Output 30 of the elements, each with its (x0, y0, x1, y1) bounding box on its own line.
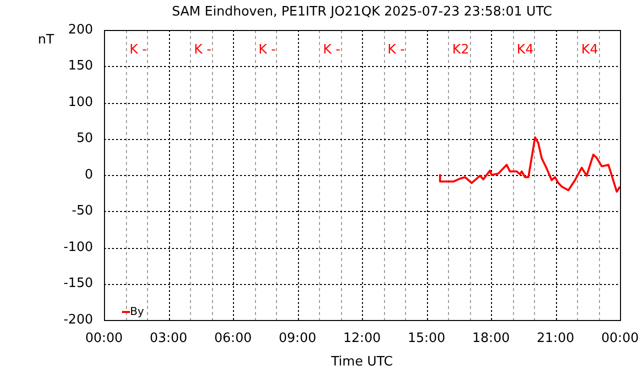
annotation: K - (323, 42, 341, 58)
x-tick-label: 03:00 (150, 331, 188, 346)
y-tick-label: -150 (63, 276, 93, 292)
annotation: K4 (581, 42, 598, 58)
annotation: K - (388, 42, 406, 58)
annotation: K - (194, 42, 212, 58)
x-tick-label: 21:00 (536, 331, 574, 346)
x-tick-label: 12:00 (343, 331, 381, 346)
chart-title: SAM Eindhoven, PE1ITR JO21QK 2025-07-23 23:58:01 UTC (172, 4, 552, 20)
legend-label: By (130, 304, 145, 318)
x-tick-label: 15:00 (408, 331, 446, 346)
x-tick-label: 09:00 (278, 331, 316, 346)
annotation: K - (130, 42, 148, 58)
annotation: K2 (452, 42, 470, 58)
x-tick-label: 00:00 (601, 331, 639, 346)
y-tick-label: -50 (72, 204, 93, 219)
x-axis-title: Time UTC (330, 354, 393, 370)
annotation: K4 (516, 42, 534, 58)
y-tick-label: 200 (68, 22, 93, 38)
y-tick-label: 100 (68, 94, 93, 110)
y-axis-title: nT (38, 32, 54, 48)
y-tick-label: 0 (84, 167, 93, 182)
x-tick-label: 06:00 (214, 331, 252, 346)
y-tick-label: -100 (63, 240, 93, 255)
y-tick-label: 50 (76, 131, 93, 146)
x-tick-label: 18:00 (472, 331, 510, 346)
annotation: K - (258, 42, 276, 58)
y-tick-label: -200 (63, 312, 93, 328)
y-tick-label: 150 (68, 58, 93, 74)
x-tick-label: 00:00 (85, 331, 123, 346)
